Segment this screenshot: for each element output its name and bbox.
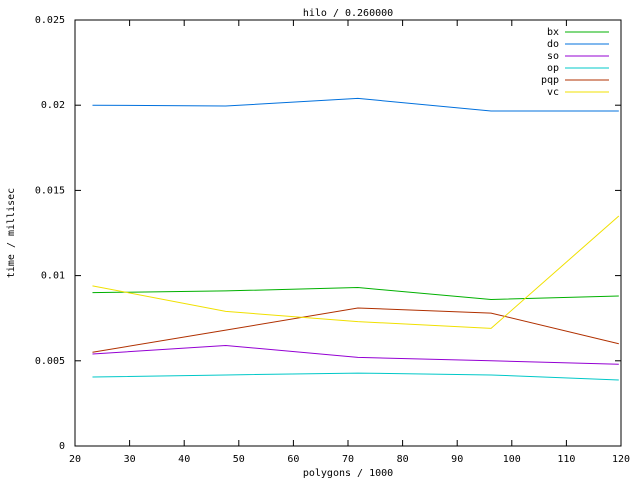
y-tick-label: 0.015 [35, 185, 65, 196]
x-tick-label: 120 [612, 454, 630, 465]
legend-label: so [547, 51, 559, 62]
x-tick-label: 50 [233, 454, 245, 465]
line-series [92, 215, 620, 329]
plot-border [74, 19, 622, 447]
line-series [92, 307, 619, 353]
x-tick-label: 100 [503, 454, 521, 465]
y-tick-label: 0.02 [41, 100, 65, 111]
y-tick-label: 0.005 [35, 356, 65, 367]
legend-label: vc [547, 87, 559, 98]
legend-label: pqp [541, 75, 559, 86]
chart-title: hilo / 0.260000 [303, 8, 393, 19]
x-tick-label: 40 [178, 454, 190, 465]
x-tick-label: 20 [69, 454, 81, 465]
legend-label: op [547, 63, 559, 74]
x-tick-label: 90 [451, 454, 463, 465]
line-series [92, 344, 619, 365]
x-tick-label: 60 [287, 454, 299, 465]
x-tick-label: 110 [557, 454, 575, 465]
line-series [92, 287, 619, 300]
legend-label: bx [547, 27, 559, 38]
x-tick-label: 70 [342, 454, 354, 465]
x-axis-label: polygons / 1000 [303, 468, 393, 479]
x-tick-label: 80 [397, 454, 409, 465]
y-tick-label: 0 [59, 441, 65, 452]
line-series [92, 97, 619, 112]
legend-label: do [547, 39, 559, 50]
x-tick-label: 30 [124, 454, 136, 465]
y-axis-label: time / millisec [6, 188, 17, 278]
line-series [92, 372, 619, 381]
y-tick-label: 0.01 [41, 271, 65, 282]
y-tick-label: 0.025 [35, 15, 65, 26]
